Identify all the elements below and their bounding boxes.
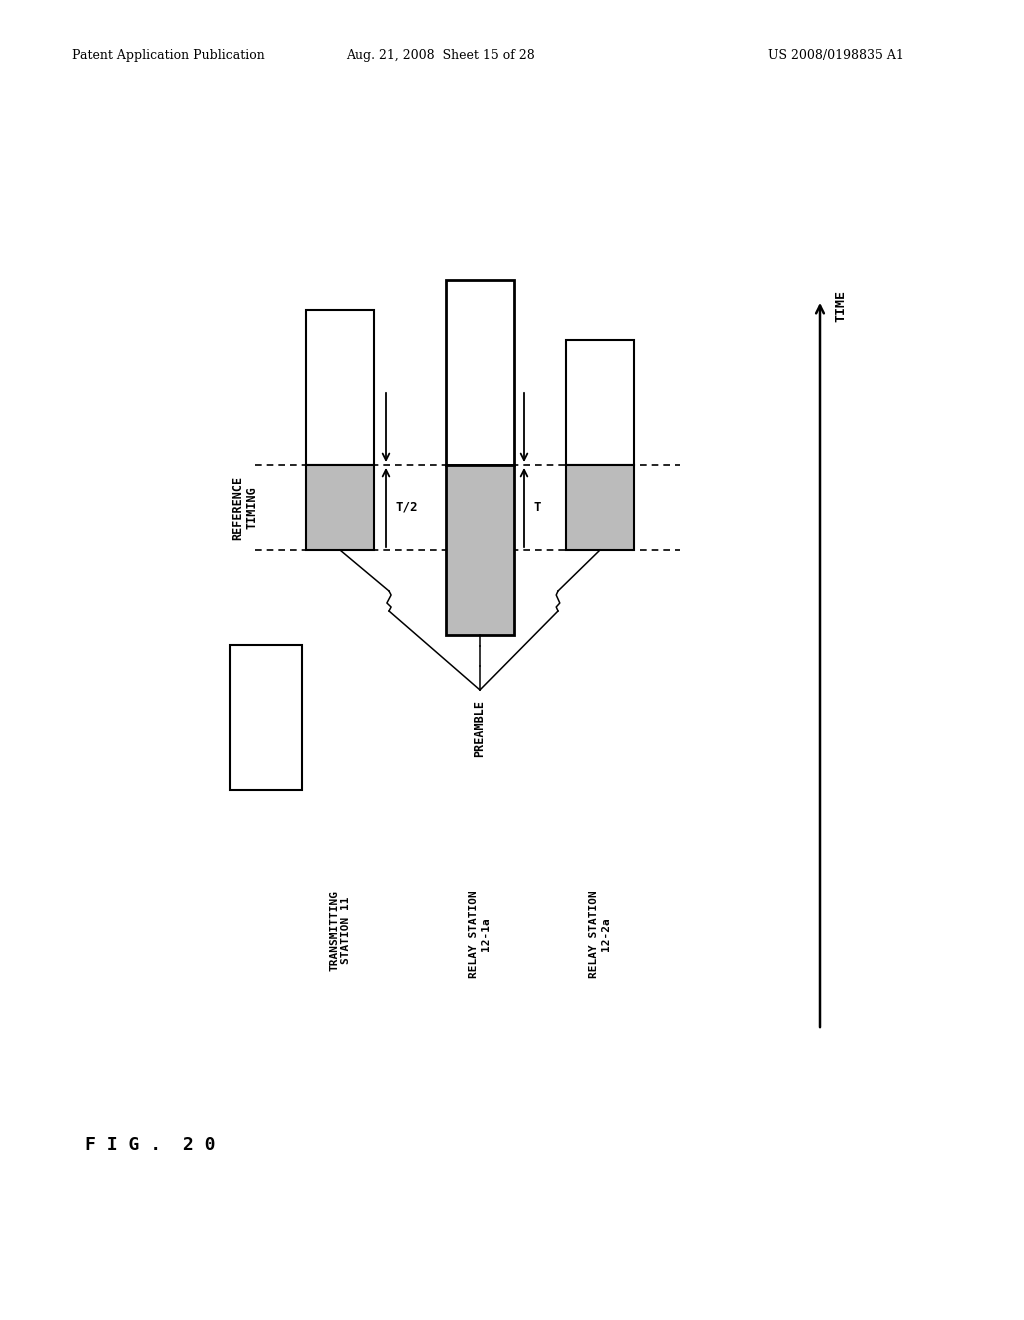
- Bar: [306, 465, 374, 550]
- Text: TRANSMITTING
STATION 11: TRANSMITTING STATION 11: [329, 890, 351, 972]
- Text: US 2008/0198835 A1: US 2008/0198835 A1: [768, 49, 904, 62]
- Text: PREAMBLE: PREAMBLE: [473, 700, 486, 756]
- Bar: [446, 465, 514, 635]
- Bar: [566, 341, 634, 465]
- Text: F I G .  2 0: F I G . 2 0: [85, 1137, 215, 1154]
- Text: T: T: [534, 502, 542, 513]
- Text: REFERENCE
TIMING: REFERENCE TIMING: [231, 475, 259, 540]
- Bar: [446, 280, 514, 465]
- Text: Patent Application Publication: Patent Application Publication: [72, 49, 264, 62]
- Text: TIME: TIME: [834, 290, 847, 322]
- Bar: [566, 465, 634, 550]
- Text: Aug. 21, 2008  Sheet 15 of 28: Aug. 21, 2008 Sheet 15 of 28: [346, 49, 535, 62]
- Text: RELAY STATION
12-2a: RELAY STATION 12-2a: [589, 890, 610, 978]
- Text: T/2: T/2: [396, 502, 419, 513]
- Text: RELAY STATION
12-1a: RELAY STATION 12-1a: [469, 890, 490, 978]
- Bar: [230, 645, 302, 789]
- Bar: [306, 310, 374, 465]
